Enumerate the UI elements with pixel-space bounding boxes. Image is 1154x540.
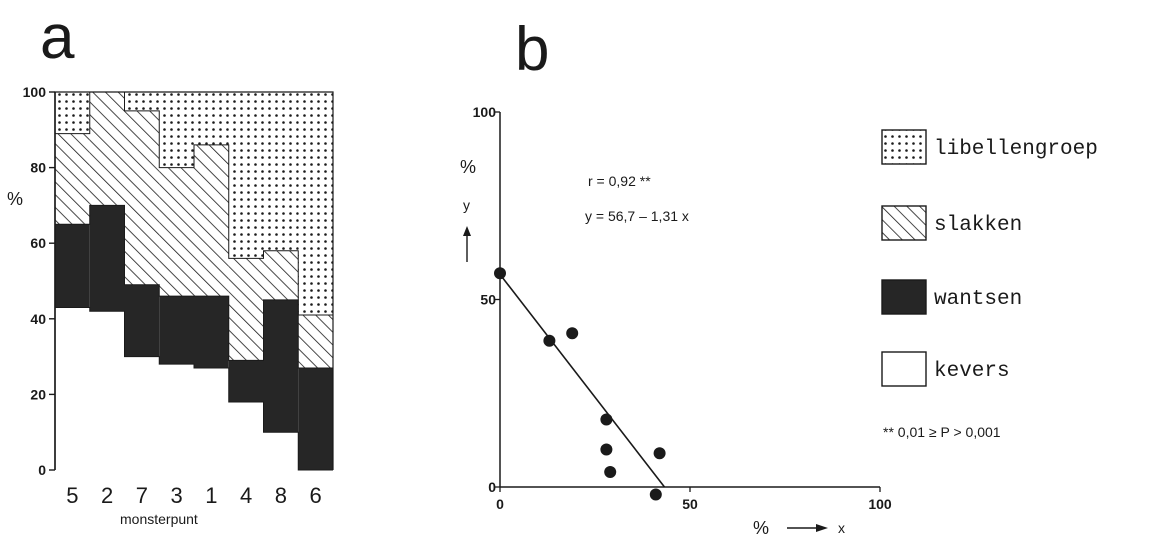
scatter-chart: 0 50 100 0 50 100 % y % x r = 0,92 ** y = 56,… (460, 104, 892, 538)
bar-segment-slakken-7 (124, 110, 160, 285)
bar-segment-wantsen-5 (55, 224, 90, 308)
legend: libellengroep slakken wantsen kevers (881, 129, 1098, 387)
bar-segments (55, 92, 333, 470)
bar-segment-slakken-3 (159, 167, 194, 297)
scatter-point (543, 334, 556, 347)
scatter-point (649, 488, 662, 501)
scatter-point (600, 443, 613, 456)
layer-boundary-kevers (55, 306, 333, 471)
significance-note: ** 0,01 ≥ P > 0,001 (883, 424, 1001, 440)
bar-segment-wantsen-4 (228, 360, 264, 402)
bar-chart-axes (54, 91, 334, 471)
scatter-point (604, 466, 617, 478)
y-tick-label: 20 (30, 386, 46, 402)
bar-segment-wantsen-1 (194, 296, 229, 368)
bar-chart-y-ticks: 0 20 40 60 80 100 (23, 84, 55, 478)
regression-line-path (499, 273, 666, 488)
bar-segment-wantsen-2 (89, 205, 125, 312)
scatter-x-tick-label: 100 (868, 496, 892, 512)
legend-swatch-wantsen (881, 279, 927, 315)
bar-segment-slakken-8 (263, 250, 299, 300)
bar-chart-y-label: % (7, 189, 23, 209)
y-tick-label: 80 (30, 160, 46, 176)
bar-segment-kevers-7 (124, 356, 160, 470)
bar-segment-libellengroep-1 (194, 92, 229, 145)
y-tick-label: 60 (30, 235, 46, 251)
category-label: 3 (171, 483, 183, 508)
regression-line (499, 273, 666, 488)
scatter-x-var: x (838, 520, 845, 536)
bar-segment-slakken-4 (228, 258, 264, 361)
regression-equation: y = 56,7 – 1,31 x (585, 208, 689, 224)
bar-segment-kevers-2 (89, 311, 125, 470)
bar-segment-slakken-6 (298, 315, 333, 368)
y-arrow-icon (463, 226, 471, 262)
panel-b-label: b (515, 15, 549, 84)
bar-segment-kevers-3 (159, 364, 194, 470)
category-label: 7 (136, 483, 148, 508)
bar-segment-libellengroep-4 (228, 92, 264, 259)
layer-boundary-slakken (55, 91, 333, 316)
bar-segment-kevers-8 (263, 432, 299, 470)
scatter-x-unit: % (753, 518, 769, 538)
category-label: 2 (101, 483, 113, 508)
legend-label-kevers: kevers (934, 360, 1010, 383)
bar-segment-slakken-5 (55, 133, 90, 225)
scatter-axes (499, 112, 880, 488)
category-label: 6 (310, 483, 322, 508)
category-label: 5 (66, 483, 78, 508)
scatter-y-tick-label: 100 (473, 104, 497, 120)
correlation-annotation: r = 0,92 ** (588, 173, 651, 189)
bar-outline (54, 91, 334, 470)
y-tick-label: 40 (30, 311, 46, 327)
scatter-y-tick-label: 50 (480, 292, 496, 308)
scatter-point (653, 447, 666, 460)
bar-segment-wantsen-3 (159, 296, 194, 365)
bar-segment-slakken-2 (89, 92, 125, 206)
legend-swatch-slakken (881, 205, 927, 241)
bar-segment-kevers-5 (55, 307, 90, 470)
bar-segment-libellengroep-3 (159, 92, 194, 168)
legend-label-wantsen: wantsen (934, 288, 1022, 311)
scatter-y-var: y (463, 197, 470, 213)
bar-segment-libellengroep-8 (263, 92, 299, 251)
legend-swatch-libellengroep (881, 129, 927, 165)
bar-chart-x-label: monsterpunt (120, 511, 198, 527)
panel-a-label: a (40, 3, 75, 72)
bar-segment-slakken-1 (194, 144, 229, 297)
y-tick-label: 0 (38, 462, 46, 478)
scatter-y-unit: % (460, 157, 476, 177)
scatter-ticks: 0 50 100 0 50 100 (473, 104, 892, 512)
category-label: 1 (205, 483, 217, 508)
layer-boundary-wantsen (55, 204, 333, 369)
legend-swatch-kevers (881, 351, 927, 387)
category-label: 4 (240, 483, 252, 508)
legend-label-libellengroep: libellengroep (934, 138, 1098, 161)
bar-segment-wantsen-6 (298, 367, 333, 470)
scatter-x-tick-label: 50 (682, 496, 698, 512)
scatter-point (494, 267, 506, 280)
legend-label-slakken: slakken (934, 214, 1022, 237)
category-label: 8 (275, 483, 287, 508)
scatter-y-tick-label: 0 (488, 479, 496, 495)
y-tick-label: 100 (23, 84, 47, 100)
bar-segment-wantsen-8 (263, 299, 299, 433)
bar-segment-kevers-4 (228, 401, 264, 470)
scatter-point (600, 413, 613, 426)
bar-segment-kevers-1 (194, 367, 229, 470)
x-arrow-icon (787, 524, 828, 532)
bar-segment-libellengroep-5 (55, 92, 90, 134)
bar-segment-wantsen-7 (124, 284, 160, 357)
bar-segment-libellengroep-6 (298, 92, 333, 316)
scatter-x-tick-label: 0 (496, 496, 504, 512)
scatter-point (566, 327, 579, 340)
bar-segment-libellengroep-7 (124, 92, 160, 111)
scatter-points (494, 267, 666, 501)
